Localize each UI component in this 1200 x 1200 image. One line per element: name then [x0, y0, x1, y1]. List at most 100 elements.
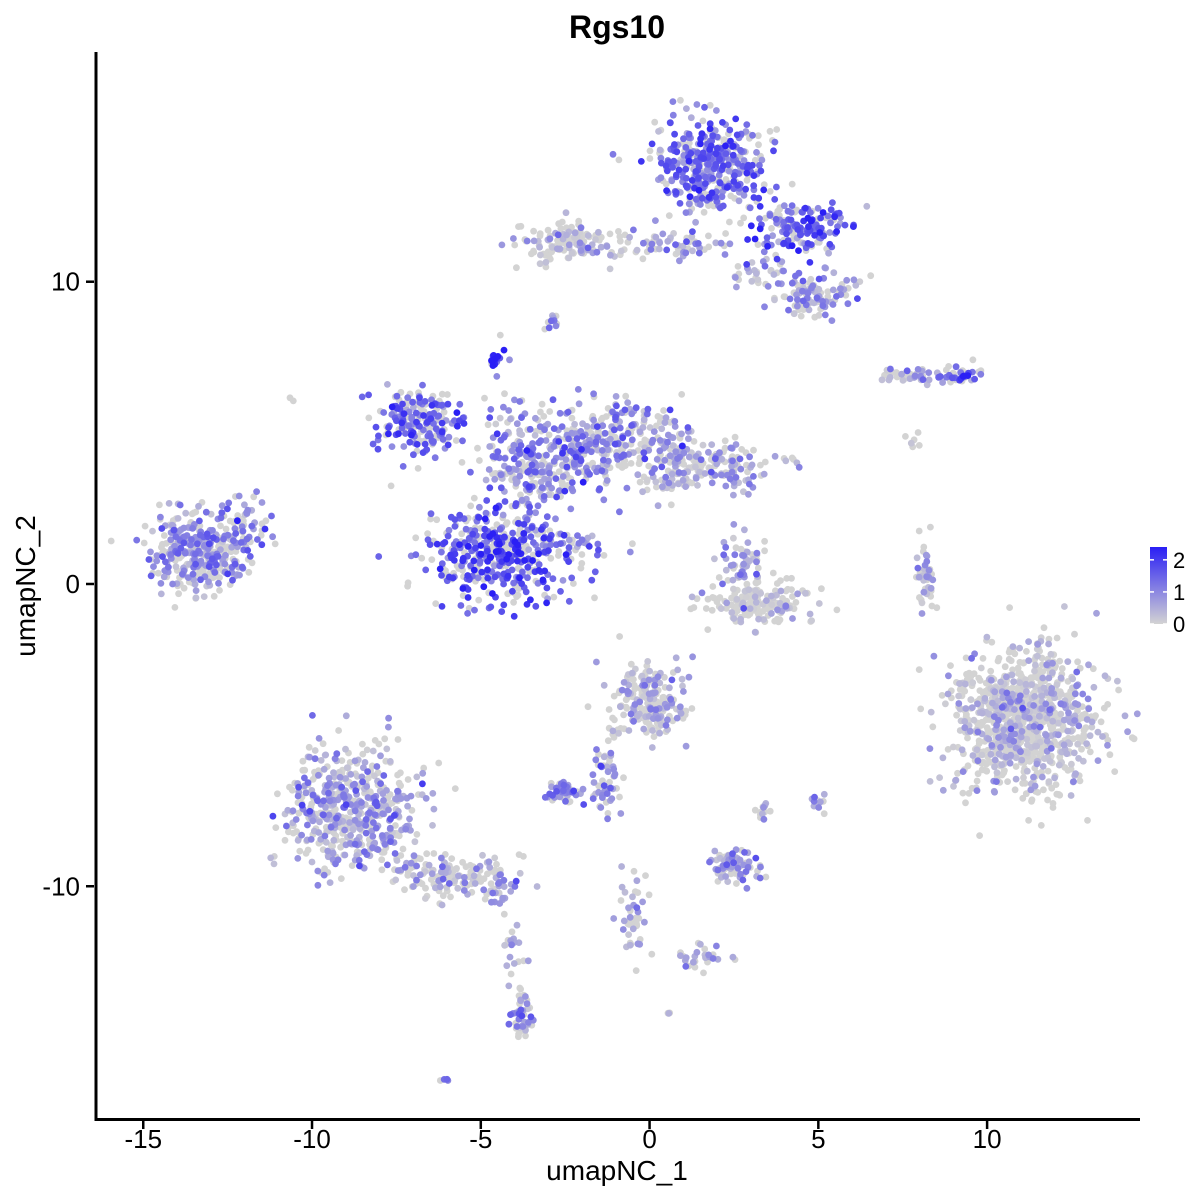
cell-point [565, 544, 573, 551]
cell-point [404, 582, 411, 590]
cell-point [1047, 650, 1055, 658]
cell-point [944, 746, 952, 753]
cell-point [648, 744, 656, 751]
cell-point [498, 241, 506, 249]
cell-point [515, 851, 523, 858]
cell-point [295, 783, 302, 791]
cell-point [961, 724, 969, 732]
cell-point [1071, 700, 1079, 707]
cell-point [1034, 733, 1042, 741]
cell-point [341, 826, 348, 834]
cell-point [730, 534, 737, 542]
cell-point [562, 456, 570, 463]
cell-point [192, 587, 200, 594]
cell-point [1032, 742, 1039, 750]
cell-point [1016, 679, 1024, 686]
cell-point [216, 574, 223, 581]
cell-point [680, 159, 688, 167]
cell-point [701, 945, 709, 953]
cell-point [568, 479, 576, 486]
cell-point [959, 768, 967, 775]
cell-point [554, 231, 562, 239]
cell-point [281, 836, 289, 844]
cell-point [268, 512, 275, 520]
cell-point [1133, 710, 1141, 718]
cell-point [757, 461, 764, 469]
cell-point [725, 167, 733, 175]
cell-point [401, 886, 408, 894]
cell-point [915, 573, 923, 581]
cell-point [617, 897, 625, 904]
cell-point [709, 583, 717, 590]
cell-point [474, 574, 482, 582]
cell-point [977, 370, 985, 378]
cell-point [1094, 728, 1102, 736]
cell-point [648, 950, 656, 958]
cell-point [517, 996, 524, 1004]
cell-point [380, 772, 388, 779]
cell-point [192, 550, 199, 558]
cell-point [722, 543, 730, 551]
cell-point [579, 785, 587, 793]
cell-point [362, 816, 370, 823]
cell-point [195, 502, 202, 510]
cell-point [289, 829, 297, 837]
cell-point [1101, 672, 1109, 680]
cell-point [669, 442, 677, 449]
cell-point [438, 572, 445, 579]
cell-point [711, 127, 719, 134]
cell-point [751, 806, 759, 814]
cell-point [745, 858, 753, 866]
cell-point [1064, 766, 1072, 774]
cell-point [400, 443, 408, 450]
cell-point [682, 954, 690, 962]
cell-point [1073, 682, 1080, 690]
cell-point [534, 579, 542, 587]
cell-point [687, 114, 695, 122]
cell-point [296, 847, 304, 855]
cell-point [817, 798, 824, 806]
cell-point [751, 156, 759, 164]
cell-point [625, 931, 632, 938]
cell-point [689, 228, 696, 236]
cell-point [559, 479, 566, 487]
cell-point [599, 794, 606, 801]
cell-point [1043, 737, 1051, 745]
cell-point [597, 233, 605, 241]
cell-point [600, 496, 608, 504]
cell-point [538, 462, 545, 469]
cell-point [942, 366, 950, 374]
cell-point [1032, 748, 1040, 756]
cell-point [351, 780, 358, 788]
cell-point [197, 576, 204, 584]
cell-point [464, 610, 471, 617]
cell-point [768, 610, 775, 617]
cell-point [722, 230, 729, 237]
cell-point [530, 227, 537, 235]
cell-point [1051, 774, 1058, 782]
cell-point [517, 985, 524, 993]
cell-point [668, 177, 676, 185]
cell-point [740, 214, 748, 222]
cell-point [314, 867, 322, 875]
cell-point [505, 982, 513, 990]
cell-point [678, 675, 686, 683]
cell-point [697, 940, 704, 948]
cell-point [958, 746, 966, 754]
cell-point [760, 616, 768, 623]
cell-point [258, 499, 266, 506]
cell-point [784, 585, 792, 593]
cell-point [1078, 745, 1085, 753]
cell-point [702, 173, 709, 181]
cell-point [526, 503, 533, 511]
cell-point [315, 829, 323, 836]
cell-point [721, 444, 729, 452]
cell-point [422, 566, 430, 574]
cell-point [379, 810, 387, 818]
cell-point [1038, 705, 1046, 712]
cell-point [995, 734, 1002, 741]
cell-point [766, 212, 774, 219]
cell-point [302, 850, 310, 857]
cell-point [1017, 733, 1025, 741]
cell-point [553, 788, 560, 795]
